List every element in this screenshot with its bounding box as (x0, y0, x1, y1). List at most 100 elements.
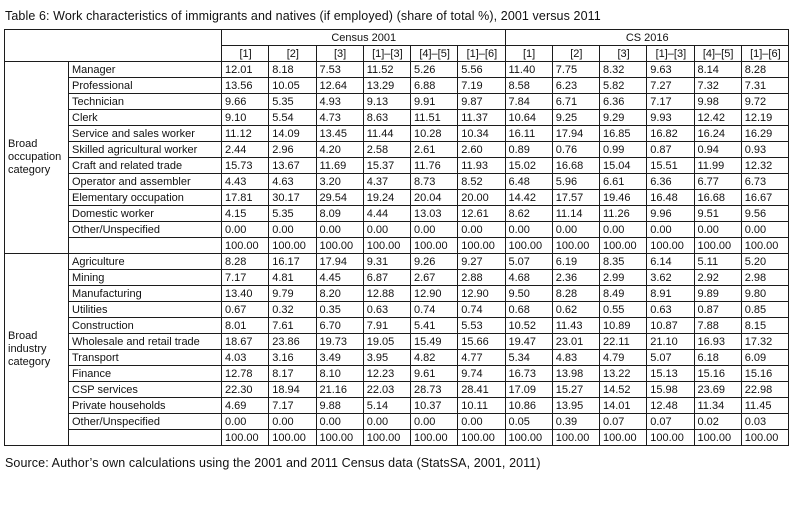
value-cell: 4.79 (598, 349, 648, 366)
value-cell: 0.87 (646, 141, 695, 158)
header-row-groups: Census 2001 CS 2016 (4, 29, 789, 62)
value-cell: 10.11 (457, 397, 506, 414)
value-cell: 8.17 (268, 365, 317, 382)
value-cell: 14.09 (268, 125, 317, 142)
table-row: Domestic worker 4.15 5.35 8.09 4.44 13.03 12.6… (5, 205, 790, 222)
row-label: Clerk (68, 109, 222, 126)
value-cell: 12.19 (740, 109, 790, 126)
value-cell: 0.00 (409, 221, 459, 238)
value-cell: 16.11 (504, 125, 553, 142)
value-cell: 100.00 (268, 429, 317, 446)
value-cell: 6.14 (646, 253, 695, 270)
value-cell: 8.58 (504, 77, 553, 94)
value-cell: 15.16 (693, 365, 742, 382)
value-cell: 7.75 (551, 61, 601, 78)
value-cell: 12.64 (315, 77, 364, 94)
row-label: Private households (68, 397, 222, 414)
value-cell: 14.42 (504, 189, 553, 206)
value-cell: 10.28 (409, 125, 459, 142)
value-cell: 2.98 (740, 269, 790, 286)
value-cell: 12.88 (362, 285, 412, 302)
value-cell: 0.55 (598, 301, 648, 318)
value-cell: 11.52 (362, 61, 412, 78)
row-group-label: Broad occupation category (4, 61, 69, 254)
value-cell: 6.70 (315, 317, 364, 334)
value-cell: 15.27 (551, 381, 601, 398)
value-cell: 100.00 (551, 429, 601, 446)
row-label: Service and sales worker (68, 125, 222, 142)
value-cell: 6.36 (646, 173, 695, 190)
value-cell: 100.00 (457, 237, 506, 254)
value-cell: 4.15 (220, 205, 270, 222)
value-cell: 10.86 (504, 397, 553, 414)
value-cell: 3.95 (362, 349, 412, 366)
table-row: Transport 4.03 3.16 3.49 3.95 4.82 4.77 5.34 4.8… (5, 349, 790, 366)
value-cell: 29.54 (315, 189, 364, 206)
row-label (68, 429, 222, 446)
value-cell: 0.00 (220, 221, 270, 238)
table-row: Broad industry category Agriculture 8.28 16… (4, 253, 790, 446)
value-cell: 4.73 (315, 109, 364, 126)
value-cell: 6.73 (740, 173, 790, 190)
value-cell: 5.56 (457, 61, 506, 78)
column-group-header: CS 2016 (504, 29, 789, 46)
value-cell: 12.61 (457, 205, 506, 222)
row-label: Elementary occupation (68, 189, 222, 206)
row-label: Technician (68, 93, 222, 110)
value-cell: 4.77 (457, 349, 506, 366)
value-cell: 2.99 (598, 269, 648, 286)
value-cell: 10.05 (268, 77, 317, 94)
value-cell: 12.42 (693, 109, 742, 126)
value-cell: 11.14 (551, 205, 601, 222)
value-cell: 100.00 (315, 237, 364, 254)
value-cell: 9.10 (220, 109, 270, 126)
value-cell: 9.80 (740, 285, 790, 302)
value-cell: 0.99 (598, 141, 648, 158)
value-cell: 100.00 (646, 237, 695, 254)
row-label: Wholesale and retail trade (68, 333, 222, 350)
value-cell: 16.67 (740, 189, 790, 206)
value-cell: 2.67 (409, 269, 459, 286)
table-row: Other/Unspecified 0.00 0.00 0.00 0.00 0.00 0.0… (5, 413, 790, 430)
value-cell: 3.62 (646, 269, 695, 286)
value-cell: 13.45 (315, 125, 364, 142)
value-cell: 8.35 (598, 253, 648, 270)
value-cell: 6.36 (598, 93, 648, 110)
value-cell: 8.73 (409, 173, 459, 190)
row-group-label: Broad industry category (4, 253, 69, 446)
value-cell: 28.73 (409, 381, 459, 398)
value-cell: 100.00 (315, 429, 364, 446)
value-cell: 2.44 (220, 141, 270, 158)
value-cell: 0.67 (220, 301, 270, 318)
value-cell: 2.58 (362, 141, 412, 158)
row-label: Skilled agricultural worker (68, 141, 222, 158)
value-cell: 17.94 (551, 125, 601, 142)
value-cell: 7.17 (220, 269, 270, 286)
value-cell: 2.96 (268, 141, 317, 158)
value-cell: 15.98 (646, 381, 695, 398)
value-cell: 8.49 (598, 285, 648, 302)
column-header: [1] (220, 45, 270, 62)
value-cell: 4.93 (315, 93, 364, 110)
value-cell: 0.89 (504, 141, 553, 158)
value-cell: 16.93 (693, 333, 742, 350)
value-cell: 13.98 (551, 365, 601, 382)
value-cell: 100.00 (551, 237, 601, 254)
column-header: [1]–[3] (646, 45, 695, 62)
value-cell: 4.83 (551, 349, 601, 366)
row-label (68, 237, 222, 254)
value-cell: 0.93 (740, 141, 790, 158)
value-cell: 13.40 (220, 285, 270, 302)
value-cell: 0.74 (457, 301, 506, 318)
value-cell: 10.64 (504, 109, 553, 126)
value-cell: 0.00 (457, 413, 506, 430)
value-cell: 100.00 (504, 237, 553, 254)
value-cell: 15.13 (646, 365, 695, 382)
value-cell: 7.84 (504, 93, 553, 110)
value-cell: 9.29 (598, 109, 648, 126)
value-cell: 8.52 (457, 173, 506, 190)
value-cell: 23.01 (551, 333, 601, 350)
value-cell: 0.00 (220, 413, 270, 430)
value-cell: 12.90 (457, 285, 506, 302)
value-cell: 16.85 (598, 125, 648, 142)
